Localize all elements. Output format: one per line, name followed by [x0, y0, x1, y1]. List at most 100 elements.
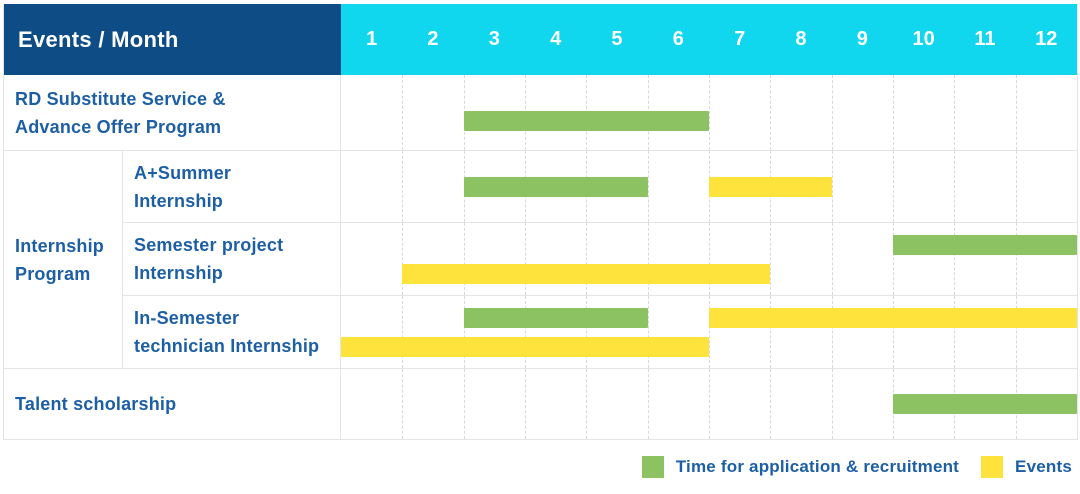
month-gridline: [831, 151, 833, 222]
month-gridline: [954, 223, 956, 295]
month-gridline: [893, 151, 894, 222]
bar-lines: [341, 151, 1077, 222]
chart-row-rd-substitute: [341, 75, 1077, 151]
month-gridline: [770, 223, 772, 295]
row-label-line: In-Semester: [134, 308, 240, 328]
row-label-talent-scholarship: Talent scholarship: [4, 369, 341, 440]
bar-line: [341, 110, 1077, 131]
month-gridline: [709, 75, 710, 150]
month-gridline: [954, 296, 956, 368]
row-label-line: Internship: [134, 263, 224, 283]
month-label: 11: [974, 28, 996, 50]
month-gridline: [463, 369, 465, 439]
month-gridline: [647, 151, 649, 222]
month-label: 4: [550, 28, 562, 50]
bar-line: [341, 394, 1077, 414]
row-label-in-semester-technician: In-Semester technician Internship: [123, 296, 341, 369]
gantt-table: Events / Month 1 2 3 4 5 6 7 8 9 10 11 12 RD Substi…: [3, 4, 1078, 440]
corner-header-label: Events / Month: [18, 26, 179, 52]
month-label: 7: [734, 28, 746, 50]
month-gridline: [709, 223, 710, 295]
month-header-row: 1 2 3 4 5 6 7 8 9 10 11 12: [341, 4, 1077, 75]
month-label: 2: [427, 28, 439, 50]
row-label-line: technician Internship: [134, 336, 320, 356]
row-label-line: Internship: [134, 190, 224, 211]
month-gridline: [893, 296, 894, 368]
bar-lines: [341, 75, 1077, 150]
month-label: 1: [366, 28, 378, 50]
month-gridline: [402, 75, 404, 150]
month-gridline: [770, 75, 772, 150]
row-label-rd-substitute: RD Substitute Service & Advance Offer Pr…: [4, 75, 341, 151]
row-label-line: RD Substitute Service &: [15, 88, 226, 109]
legend: Time for application & recruitment Events: [641, 456, 1072, 478]
bar-line: [341, 263, 1077, 284]
month-gridline: [586, 369, 588, 439]
month-gridline: [770, 369, 772, 439]
chart-row-in-semester-technician: [341, 296, 1077, 369]
month-gridline: [647, 223, 649, 295]
legend-swatch-yellow: [981, 456, 1004, 478]
group-label-internship-program: Internship Program: [4, 151, 123, 369]
month-label: 10: [912, 28, 935, 50]
month-gridline: [1015, 151, 1017, 222]
month-gridline: [770, 296, 772, 368]
legend-item: Time for application & recruitment: [641, 456, 960, 478]
row-label-a-plus-summer: A+Summer Internship: [123, 151, 341, 223]
gantt-bar-yellow: [709, 176, 832, 197]
month-gridline: [402, 369, 404, 439]
month-gridline: [893, 223, 894, 295]
month-label: 5: [611, 28, 623, 50]
legend-label: Time for application & recruitment: [675, 457, 960, 476]
row-label-line: Advance Offer Program: [15, 116, 222, 137]
bar-line: [341, 307, 1077, 328]
gantt-bar-green: [463, 176, 648, 197]
gantt-bar-yellow: [709, 307, 1077, 328]
legend-swatch-green: [641, 456, 664, 478]
bar-lines: [341, 369, 1077, 439]
gantt-bar-yellow: [341, 336, 709, 357]
month-gridline: [402, 223, 404, 295]
row-label-semester-project: Semester project Internship: [123, 223, 341, 296]
gantt-bar-yellow: [402, 263, 771, 284]
month-gridline: [1015, 75, 1017, 150]
month-gridline: [647, 296, 649, 368]
legend-label: Events: [1015, 457, 1072, 476]
bar-line: [341, 336, 1077, 357]
month-label: 12: [1035, 28, 1058, 50]
gantt-bar-green: [463, 307, 648, 328]
bar-lines: [341, 223, 1077, 295]
month-gridline: [893, 75, 894, 150]
row-label-line: Semester project: [134, 235, 284, 255]
chart-row-semester-project: [341, 223, 1077, 296]
month-gridline: [525, 223, 526, 295]
bar-lines: [341, 296, 1077, 368]
month-gridline: [1015, 223, 1017, 295]
month-gridline: [709, 369, 710, 439]
bar-line: [341, 176, 1077, 197]
month-label: 8: [795, 28, 807, 50]
month-gridline: [463, 296, 465, 368]
events-month-corner-header: Events / Month: [4, 4, 341, 75]
month-gridline: [463, 223, 465, 295]
month-gridline: [586, 296, 588, 368]
month-gridline: [954, 75, 956, 150]
month-gridline: [402, 151, 404, 222]
month-gridline: [831, 75, 833, 150]
gantt-bar-green: [893, 234, 1077, 255]
month-gridline: [831, 369, 833, 439]
month-label: 9: [856, 28, 868, 50]
chart-row-a-plus-summer: [341, 151, 1077, 223]
month-gridline: [1015, 296, 1017, 368]
month-gridline: [586, 223, 588, 295]
month-label: 3: [488, 28, 500, 50]
row-label-line: Talent scholarship: [15, 394, 177, 414]
month-gridline: [525, 369, 526, 439]
month-gridline: [831, 296, 833, 368]
gantt-bar-green: [463, 110, 709, 131]
bar-line: [341, 234, 1077, 255]
month-gridline: [831, 223, 833, 295]
legend-item: Events: [981, 456, 1072, 478]
chart-row-talent-scholarship: [341, 369, 1077, 440]
